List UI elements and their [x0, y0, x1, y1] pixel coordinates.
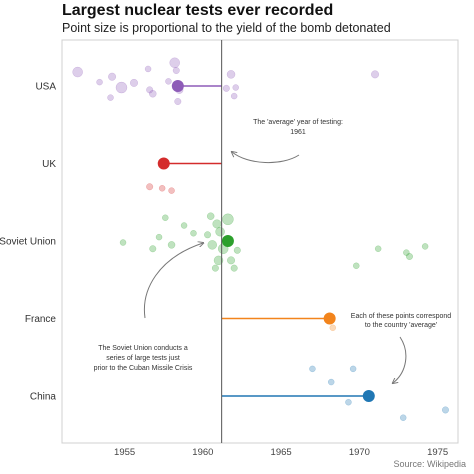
country-avg-annotation-line2: to the country 'average' — [365, 322, 437, 329]
test-point-soviet-union — [215, 226, 225, 237]
test-point-china — [441, 406, 449, 414]
soviet-arrow — [143, 243, 203, 319]
test-point-soviet-union — [190, 230, 197, 237]
test-point-soviet-union — [207, 240, 218, 250]
test-point-soviet-union — [227, 256, 236, 265]
source-caption: Source: Wikipedia — [393, 459, 466, 469]
soviet-annotation-line2: series of large tests just — [106, 355, 180, 362]
test-point-soviet-union — [206, 212, 215, 220]
test-point-soviet-union — [405, 253, 413, 260]
category-label-china: China — [30, 392, 57, 403]
test-point-soviet-union — [230, 264, 238, 272]
country-avg-annotation-line1: Each of these points correspond — [351, 313, 452, 320]
test-point-usa — [232, 84, 239, 91]
plot-frame — [61, 39, 459, 444]
test-point-soviet-union — [149, 245, 157, 253]
test-point-soviet-union — [204, 231, 212, 239]
avg-year-annotation-line1: The 'average' year of testing: — [253, 119, 343, 126]
test-point-usa — [107, 94, 114, 101]
category-label-uk: UK — [42, 159, 56, 170]
test-point-uk — [146, 183, 154, 191]
test-point-usa — [115, 81, 128, 94]
test-point-usa — [371, 70, 380, 79]
chart-subtitle: Point size is proportional to the yield … — [62, 21, 391, 35]
test-point-soviet-union — [119, 239, 127, 246]
test-point-usa — [108, 72, 117, 81]
avg-year-arrow — [232, 152, 300, 164]
category-label-france: France — [25, 314, 57, 325]
country-avg-arrow — [393, 336, 407, 383]
test-point-china — [327, 378, 335, 386]
soviet-annotation-line1: The Soviet Union conducts a — [98, 345, 188, 352]
test-point-soviet-union — [211, 264, 219, 272]
average-point-uk — [157, 157, 170, 170]
test-point-usa — [72, 66, 83, 78]
test-point-china — [349, 365, 357, 373]
test-point-soviet-union — [403, 249, 410, 256]
test-point-soviet-union — [374, 245, 382, 252]
test-point-usa — [130, 78, 138, 87]
chart-title: Largest nuclear tests ever recorded — [62, 2, 334, 19]
average-point-soviet-union — [221, 235, 234, 247]
category-label-soviet-union: Soviet Union — [0, 237, 56, 248]
test-point-usa — [144, 65, 152, 73]
test-point-usa — [149, 90, 157, 98]
x-tick-label: 1970 — [349, 447, 370, 458]
test-point-usa — [169, 57, 180, 68]
test-point-usa — [172, 67, 180, 74]
test-point-soviet-union — [222, 213, 234, 226]
test-point-soviet-union — [353, 262, 360, 270]
test-point-usa — [174, 98, 182, 105]
x-tick-label: 1965 — [271, 447, 292, 458]
test-point-soviet-union — [213, 255, 224, 266]
test-point-soviet-union — [180, 222, 188, 229]
test-point-soviet-union — [155, 233, 163, 241]
category-label-usa: USA — [35, 82, 56, 93]
test-point-usa — [165, 78, 172, 85]
test-point-usa — [230, 92, 238, 100]
test-point-usa — [226, 70, 236, 79]
test-point-usa — [146, 86, 154, 94]
test-point-france — [329, 324, 337, 332]
avg-year-annotation-line2: 1961 — [290, 129, 306, 136]
x-tick-label: 1975 — [427, 447, 448, 458]
x-tick-label: 1960 — [192, 447, 213, 458]
test-point-china — [309, 365, 316, 373]
x-tick-label: 1955 — [114, 447, 135, 458]
soviet-annotation-line3: prior to the Cuban Missile Crisis — [94, 365, 193, 372]
test-point-soviet-union — [233, 246, 241, 254]
test-point-china — [399, 414, 407, 421]
test-point-soviet-union — [212, 219, 222, 229]
test-point-china — [345, 398, 352, 406]
average-point-china — [362, 390, 375, 402]
average-point-usa — [171, 80, 184, 92]
test-point-uk — [168, 187, 175, 194]
test-point-soviet-union — [162, 214, 169, 221]
test-point-uk — [158, 185, 166, 192]
average-point-france — [323, 312, 336, 325]
test-point-usa — [222, 84, 230, 92]
test-point-soviet-union — [167, 241, 176, 249]
test-point-usa — [96, 78, 103, 86]
test-point-soviet-union — [421, 243, 429, 250]
